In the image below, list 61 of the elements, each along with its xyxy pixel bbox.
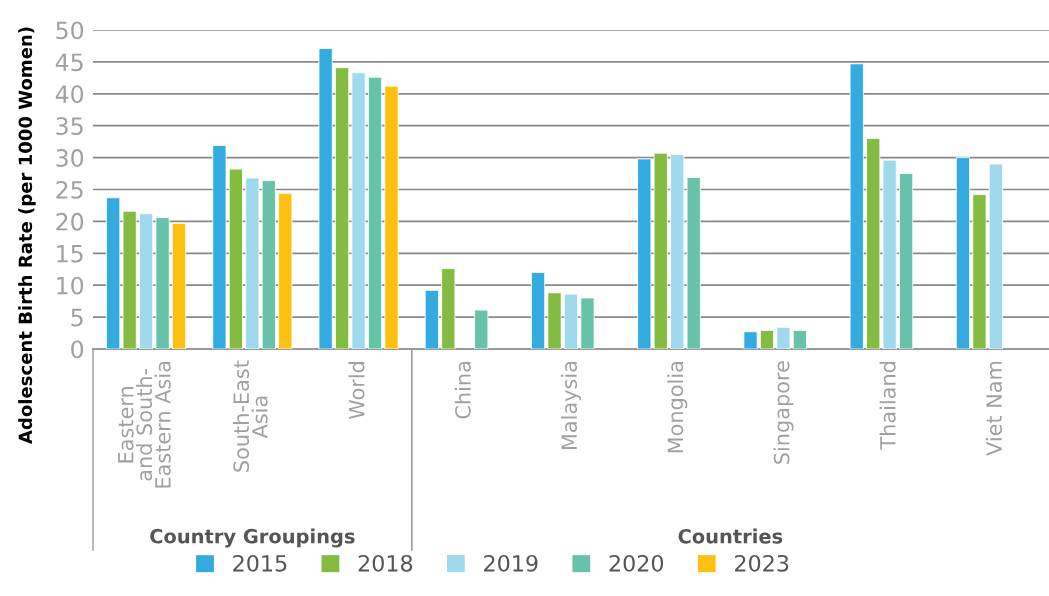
bar (776, 326, 791, 349)
bar (139, 213, 154, 349)
bar (212, 145, 227, 349)
bar (474, 309, 489, 349)
x-tick-label: China (454, 362, 471, 419)
x-tick-label: World (348, 362, 365, 420)
bar (424, 289, 439, 349)
bar (367, 76, 383, 349)
bar (955, 157, 971, 349)
legend-label: 2018 (358, 554, 413, 572)
bar (441, 268, 456, 349)
y-axis-title: Adolescent Birth Rate (per 1000 Women) (18, 27, 36, 444)
bar (318, 48, 333, 349)
y-tick-label: 40 (55, 85, 84, 104)
y-tick-label: 35 (56, 117, 83, 136)
x-tick-label: Viet Nam (985, 361, 1002, 456)
bar (899, 173, 914, 349)
bar (278, 192, 293, 349)
bar (245, 177, 260, 349)
bar (122, 210, 137, 349)
y-tick-label: 5 (71, 308, 83, 327)
bar (882, 159, 897, 349)
y-tick-label: 30 (56, 149, 84, 167)
bar (155, 217, 170, 349)
y-tick-label: 0 (71, 340, 84, 359)
bar (261, 180, 276, 349)
bar (228, 168, 243, 349)
y-tick-label: 15 (57, 245, 83, 263)
bar (351, 72, 366, 349)
bar (792, 330, 807, 349)
bar (972, 194, 987, 349)
x-tick-label: Eastern and South- Eastern Asia (118, 362, 171, 488)
bar (563, 293, 579, 349)
bar (743, 331, 758, 349)
legend-label: 2020 (609, 554, 664, 572)
bar (547, 292, 562, 349)
bar (580, 297, 595, 349)
bar (759, 330, 775, 349)
bar (988, 163, 1003, 349)
legend-label: 2019 (484, 554, 538, 572)
y-tick-label: 50 (56, 21, 84, 40)
y-tick-label: 10 (57, 276, 84, 295)
bar (171, 222, 187, 349)
bar (866, 138, 881, 349)
bar (531, 272, 546, 349)
x-tick-label: Singapore (773, 361, 794, 464)
x-tick-label: Thailand (879, 362, 896, 450)
x-tick-label: Mongolia (667, 362, 688, 453)
bar (335, 67, 350, 349)
legend-label: 2023 (735, 554, 789, 572)
x-tick-label: South-East Asia (232, 360, 268, 472)
bar (849, 63, 864, 349)
bar (384, 85, 399, 349)
text: Countries (678, 528, 783, 544)
y-tick-label: 25 (56, 180, 83, 199)
y-tick-label: 45 (55, 53, 83, 72)
text: Country Groupings (150, 528, 355, 548)
legend-label: 2015 (233, 554, 287, 572)
x-tick-label: Malaysia (560, 362, 582, 450)
y-tick-label: 20 (56, 212, 84, 231)
bar (106, 197, 121, 349)
